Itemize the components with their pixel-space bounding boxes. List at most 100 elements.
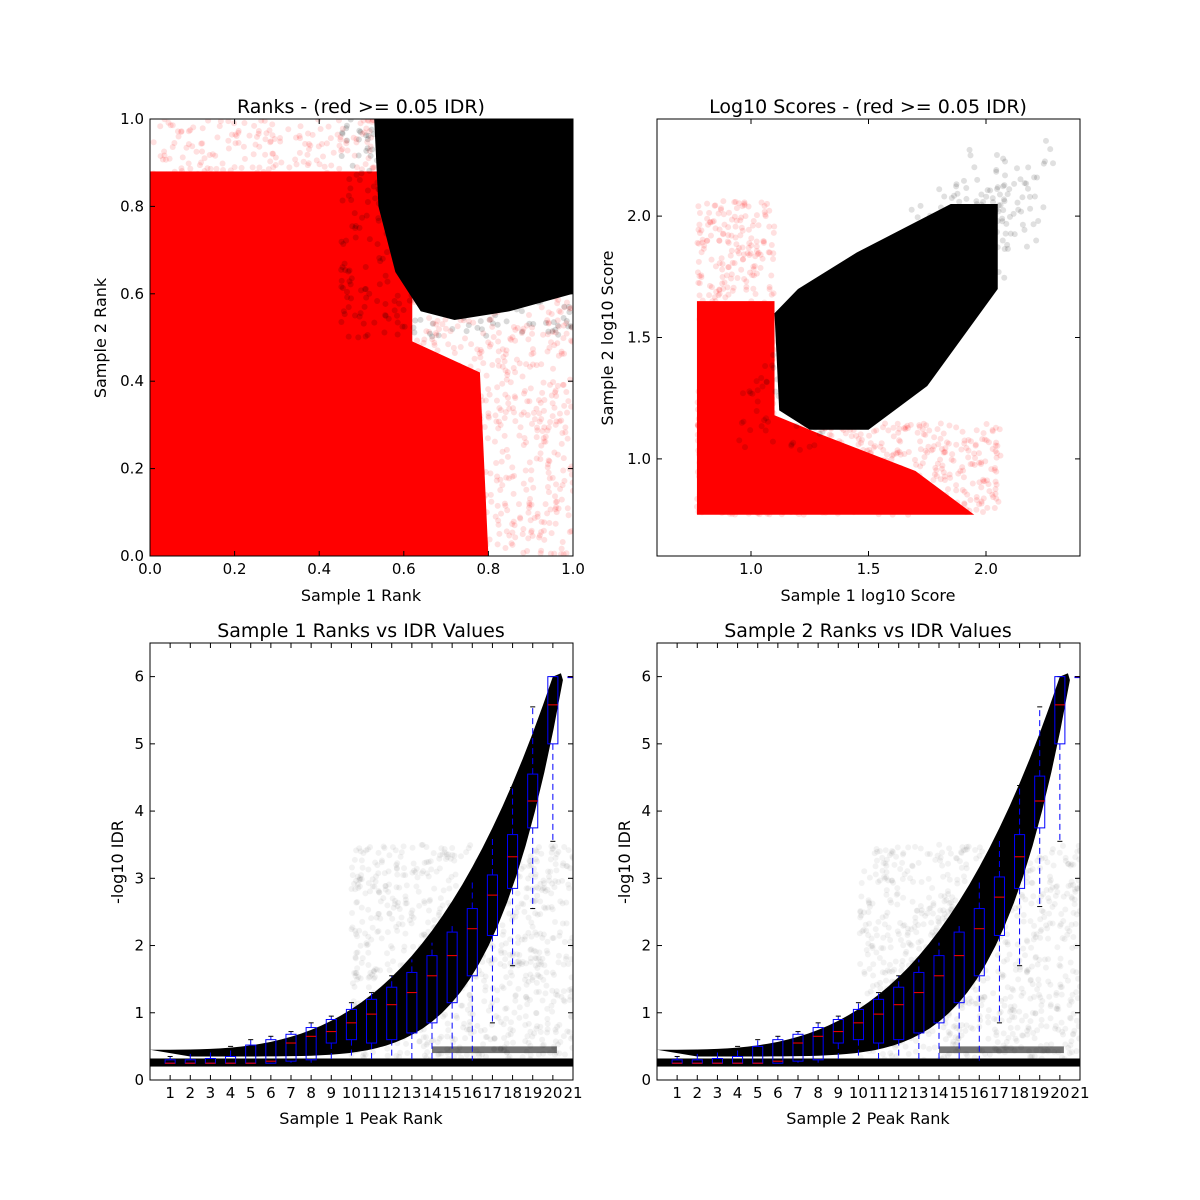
red-point (505, 400, 512, 407)
red-point (154, 331, 161, 338)
black-point (906, 292, 913, 299)
red-point (456, 552, 463, 556)
black-point (338, 318, 345, 325)
black-point (836, 380, 843, 387)
black-point (939, 225, 946, 232)
red-point (210, 451, 217, 458)
red-point (492, 412, 499, 419)
black-point (781, 377, 788, 384)
red-point (199, 326, 206, 333)
red-point (340, 229, 347, 236)
black-point (923, 267, 930, 274)
red-point (176, 295, 183, 302)
red-point (241, 541, 248, 548)
red-point (533, 434, 540, 441)
black-point (912, 323, 919, 330)
black-point (374, 298, 381, 305)
red-point (953, 487, 960, 494)
red-point (269, 365, 276, 372)
red-point (362, 421, 369, 428)
black-point (1000, 155, 1007, 162)
black-point (536, 119, 543, 124)
red-point (351, 152, 358, 159)
black-point (476, 144, 483, 151)
red-point (898, 504, 905, 511)
red-point (741, 200, 748, 207)
red-point (446, 483, 453, 490)
red-point (369, 431, 376, 438)
red-point (245, 467, 252, 474)
red-point (759, 255, 766, 262)
red-point (297, 388, 304, 395)
black-point (812, 420, 819, 427)
red-point (267, 158, 274, 165)
black-point (416, 170, 423, 177)
black-point (414, 223, 421, 230)
red-point (937, 435, 944, 442)
red-point (728, 247, 735, 254)
red-point (257, 498, 264, 505)
red-point (190, 325, 197, 332)
red-point (338, 147, 345, 154)
red-point (156, 551, 163, 556)
black-point (459, 266, 466, 273)
red-point (390, 354, 397, 361)
red-point (332, 313, 339, 320)
red-point (722, 294, 729, 301)
red-point (167, 403, 174, 410)
red-point (320, 153, 327, 160)
black-point (795, 389, 802, 396)
red-point (267, 138, 274, 145)
red-point (302, 500, 309, 507)
red-point (203, 185, 210, 192)
red-point (292, 242, 299, 249)
red-point (273, 252, 280, 259)
red-point (844, 508, 851, 515)
red-point (742, 213, 749, 220)
red-point (283, 409, 290, 416)
red-point (218, 549, 225, 556)
red-point (490, 334, 497, 341)
black-point (899, 320, 906, 327)
black-point (983, 193, 990, 200)
red-point (836, 438, 843, 445)
red-point (300, 343, 307, 350)
black-point (942, 319, 949, 326)
red-point (944, 439, 951, 446)
black-point (893, 356, 900, 363)
black-point (460, 314, 467, 321)
red-point (781, 439, 788, 446)
red-point (169, 408, 176, 415)
black-point (518, 308, 525, 315)
red-point-cloud (403, 337, 489, 556)
black-point (399, 119, 406, 125)
black-point (736, 437, 743, 444)
black-point (483, 298, 490, 305)
red-point (725, 459, 732, 466)
black-point (1047, 146, 1054, 153)
black-point (432, 271, 439, 278)
red-point (231, 358, 238, 365)
black-point (528, 267, 535, 274)
red-point (299, 360, 306, 367)
black-point (1026, 193, 1033, 200)
red-point (944, 486, 951, 493)
red-point (826, 431, 833, 438)
red-point (314, 224, 321, 231)
red-point (181, 246, 188, 253)
red-point (235, 321, 242, 328)
red-point (150, 433, 154, 440)
red-point (212, 515, 219, 522)
red-point (816, 449, 823, 456)
red-point (337, 443, 344, 450)
red-point (270, 462, 277, 469)
red-point (696, 209, 703, 216)
red-point (185, 172, 192, 179)
red-point (533, 455, 540, 462)
red-point (275, 246, 282, 253)
red-point (282, 198, 289, 205)
red-point (393, 390, 400, 397)
red-point (487, 491, 494, 498)
red-point (425, 497, 432, 504)
red-point (756, 320, 763, 327)
